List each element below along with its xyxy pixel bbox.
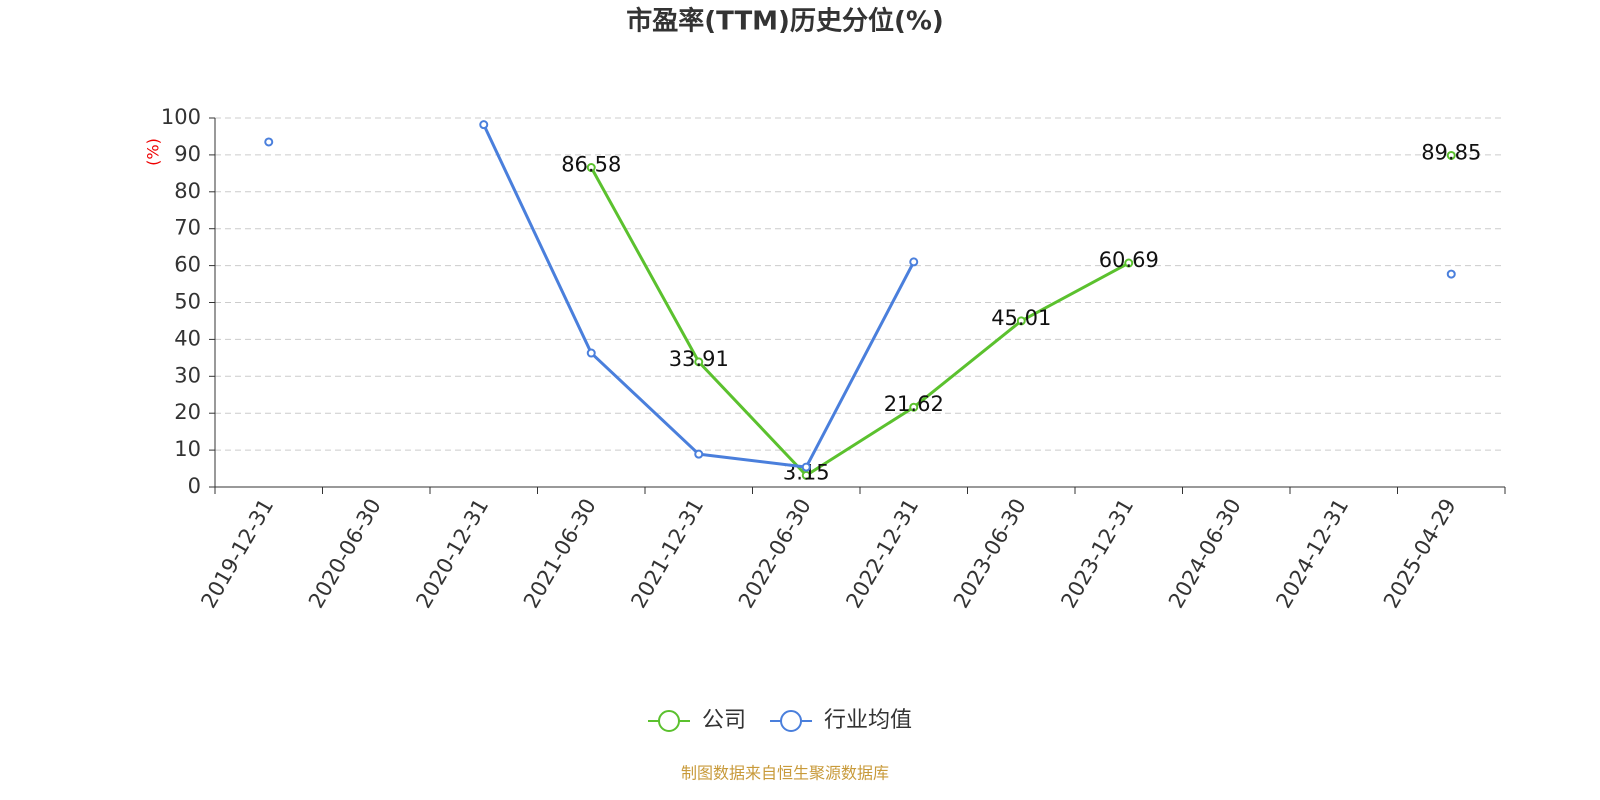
y-tick-label: 50 bbox=[174, 290, 201, 314]
data-point bbox=[1016, 316, 1026, 326]
data-label: 60.69 bbox=[1099, 248, 1159, 272]
y-tick-label: 80 bbox=[174, 179, 201, 203]
x-tick-label: 2021-06-30 bbox=[519, 495, 601, 613]
data-label: 86.58 bbox=[561, 153, 621, 177]
x-tick-label: 2021-12-31 bbox=[626, 495, 708, 613]
x-tick-label: 2024-06-30 bbox=[1164, 495, 1246, 613]
data-label: 45.01 bbox=[991, 306, 1051, 330]
data-point bbox=[694, 357, 704, 367]
y-tick-label: 20 bbox=[174, 400, 201, 424]
x-tick-label: 2024-12-31 bbox=[1271, 495, 1353, 613]
x-tick-label: 2022-12-31 bbox=[841, 495, 923, 613]
legend-item: 行业均值 bbox=[770, 708, 912, 733]
x-tick-label: 2019-12-31 bbox=[196, 495, 278, 613]
data-point bbox=[694, 449, 704, 459]
y-tick-label: 10 bbox=[174, 437, 201, 461]
y-tick-label: 0 bbox=[188, 474, 201, 498]
data-point bbox=[1446, 150, 1456, 160]
y-tick-label: 100 bbox=[161, 105, 201, 129]
data-point bbox=[801, 462, 811, 472]
y-tick-label: 90 bbox=[174, 142, 201, 166]
y-tick-label: 30 bbox=[174, 363, 201, 387]
y-tick-label: 60 bbox=[174, 253, 201, 277]
data-label: 33.91 bbox=[669, 347, 729, 371]
data-point bbox=[1124, 258, 1134, 268]
data-point bbox=[1446, 269, 1456, 279]
source-note: 制图数据来自恒生聚源数据库 bbox=[681, 764, 889, 783]
data-label: 89.85 bbox=[1421, 140, 1481, 164]
x-tick-label: 2023-06-30 bbox=[949, 495, 1031, 613]
legend-marker bbox=[658, 710, 680, 732]
data-point bbox=[909, 257, 919, 267]
x-tick-label: 2020-12-31 bbox=[411, 495, 493, 613]
data-point bbox=[479, 120, 489, 130]
y-tick-label: 70 bbox=[174, 216, 201, 240]
legend-label: 公司 bbox=[702, 708, 746, 733]
data-point bbox=[586, 163, 596, 173]
y-axis-label: (%) bbox=[144, 138, 163, 166]
legend-item: 公司 bbox=[648, 708, 746, 733]
x-tick-label: 2022-06-30 bbox=[734, 495, 816, 613]
legend-label: 行业均值 bbox=[824, 708, 912, 733]
data-point bbox=[586, 348, 596, 358]
data-point bbox=[264, 137, 274, 147]
data-label: 21.62 bbox=[884, 392, 944, 416]
data-point bbox=[909, 402, 919, 412]
series-line bbox=[484, 125, 1452, 467]
chart-title: 市盈率(TTM)历史分位(%) bbox=[626, 6, 944, 37]
data-point bbox=[801, 470, 811, 480]
x-tick-label: 2023-12-31 bbox=[1056, 495, 1138, 613]
x-tick-label: 2020-06-30 bbox=[304, 495, 386, 613]
y-tick-label: 40 bbox=[174, 326, 201, 350]
x-tick-label: 2025-04-29 bbox=[1379, 495, 1461, 613]
legend-marker bbox=[780, 710, 803, 732]
